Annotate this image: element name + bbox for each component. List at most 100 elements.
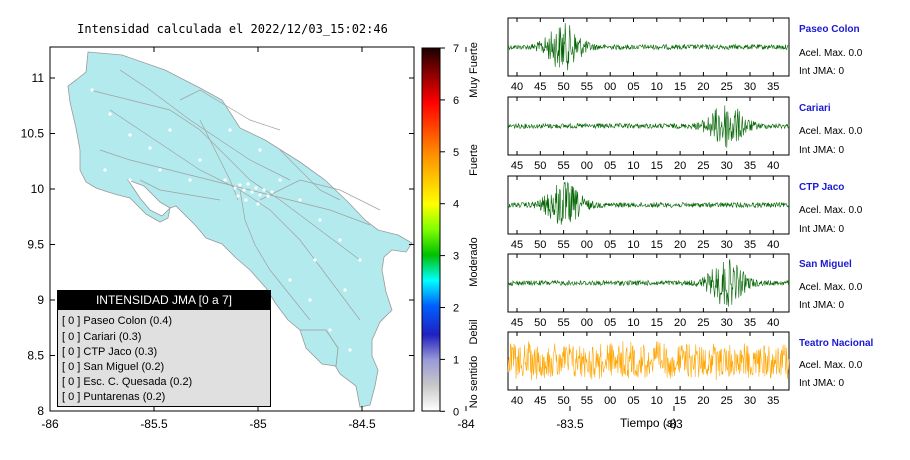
seismogram-tick-label: 55	[557, 239, 569, 251]
station-intensity: Int JMA: 0	[799, 66, 845, 77]
seismogram-tick-label: 15	[674, 395, 686, 407]
seismogram-tick-label: 45	[534, 395, 546, 407]
lat-tick-label: 11	[32, 71, 45, 85]
seismogram-tick-label: 20	[697, 81, 709, 93]
seismogram-tick-label: 05	[604, 239, 616, 251]
lat-tick-label: 8.5	[27, 349, 44, 363]
seismogram-tick-label: 45	[511, 239, 523, 251]
lon-tick-label: -84	[457, 417, 475, 431]
colorbar-category-label: Fuerte	[468, 144, 480, 176]
seismogram-tick-label: 50	[557, 395, 569, 407]
seismogram-tick-label: 10	[627, 317, 639, 329]
colorbar-tick-label: 2	[453, 303, 459, 315]
seismogram-tick-label: 50	[534, 317, 546, 329]
osa-peninsula	[299, 329, 339, 367]
seismogram-tick-label: 45	[511, 317, 523, 329]
seismogram-tick-label: 55	[557, 160, 569, 172]
seismogram-tick-label: 25	[697, 317, 709, 329]
colorbar-gradient	[421, 47, 441, 412]
seismogram-tick-label: 00	[604, 395, 616, 407]
seismogram-panel: 45 50 55 00 05 10 15 20 25 30 35 40	[507, 253, 790, 329]
lon-tick-label: -85	[249, 417, 267, 431]
seismogram-tick-label: 20	[674, 317, 686, 329]
seismogram-trace	[507, 105, 790, 148]
seismogram-tick-label: 30	[721, 239, 733, 251]
seismogram-tick-label: 15	[651, 239, 663, 251]
seismogram-tick-label: 00	[581, 239, 593, 251]
station-acceleration: Acel. Max. 0.0	[799, 205, 863, 216]
seismogram-tick-label: 40	[767, 160, 779, 172]
nicoya-gulf	[126, 179, 171, 217]
seismogram-panel: 40 45 50 55 00 05 10 15 20 25 30 35	[507, 331, 790, 407]
seismogram-tick-label: 50	[534, 239, 546, 251]
seismogram-panels: 40 45 50 55 00 05 10 15 20 25 30 35 45 50 55 00 05 10 15 20…	[507, 17, 790, 407]
station-intensity: Int JMA: 0	[799, 224, 845, 235]
x-axis-title: Tiempo (s)	[620, 416, 677, 430]
road-network	[89, 69, 381, 321]
seismogram-tick-label: 05	[627, 395, 639, 407]
colorbar-ticks: 7 6 5 4 3 2 1 0	[440, 43, 459, 418]
seismogram-trace	[507, 259, 790, 307]
lon-tick-label: -85.5	[140, 417, 168, 431]
station-name: CTP Jaco	[799, 182, 845, 193]
seismogram-tick-label: 35	[767, 81, 779, 93]
longitude-ticks: -86 -85.5 -85 -84.5 -84 -83.5 -83	[41, 47, 683, 431]
colorbar-labels: Muy Fuerte Fuerte Moderado Debil No sentido	[468, 42, 480, 408]
colorbar-category-label: Debil	[468, 319, 480, 344]
intensity-legend: INTENSIDAD JMA [0 a 7] [ 0 ] Paseo Colon…	[57, 290, 271, 407]
seismogram-tick-label: 20	[697, 395, 709, 407]
legend-row: [ 0 ] San Miguel (0.2)	[62, 361, 165, 373]
colorbar-tick-label: 4	[453, 199, 459, 211]
colorbar-tick-label: 1	[453, 354, 459, 366]
seismogram-tick-label: 00	[581, 160, 593, 172]
seismogram-tick-label: 55	[581, 395, 593, 407]
lon-tick-label: -84.5	[348, 417, 376, 431]
seismogram-tick-label: 45	[534, 81, 546, 93]
seismogram-trace	[507, 181, 790, 225]
seismogram-tick-label: 40	[767, 317, 779, 329]
colorbar-category-label: No sentido	[468, 356, 480, 409]
station-acceleration: Acel. Max. 0.0	[799, 48, 863, 59]
legend-header: INTENSIDAD JMA [0 a 7]	[58, 291, 270, 310]
seismogram-tick-label: 25	[721, 81, 733, 93]
seismogram-tick-label: 05	[604, 317, 616, 329]
seismogram-tick-label: 15	[674, 81, 686, 93]
station-markers	[90, 88, 374, 352]
seismogram-tick-label: 45	[511, 160, 523, 172]
seismogram-tick-label: 35	[744, 239, 756, 251]
seismogram-tick-label: 40	[511, 81, 523, 93]
seismogram-frame	[507, 96, 790, 156]
seismogram-tick-label: 30	[721, 317, 733, 329]
lat-tick-label: 10	[31, 182, 45, 196]
seismogram-tick-label: 25	[697, 160, 709, 172]
legend-row: [ 0 ] CTP Jaco (0.3)	[62, 346, 158, 358]
seismogram-tick-label: 00	[604, 81, 616, 93]
seismogram-tick-label: 30	[744, 395, 756, 407]
seismogram-tick-label: 05	[604, 160, 616, 172]
seismogram-tick-label: 00	[581, 317, 593, 329]
legend-row: [ 0 ] Cariari (0.3)	[62, 331, 142, 343]
colorbar-tick-label: 7	[453, 43, 459, 55]
legend-row: [ 0 ] Paseo Colon (0.4)	[62, 315, 173, 327]
colorbar-tick-label: 6	[453, 95, 459, 107]
seismogram-tick-label: 15	[651, 160, 663, 172]
seismogram-tick-label: 40	[767, 239, 779, 251]
seismogram-panel: 45 50 55 00 05 10 15 20 25 30 35 40	[507, 96, 790, 172]
seismogram-trace	[507, 23, 790, 71]
station-name: Paseo Colon	[799, 24, 860, 35]
lon-tick-label: -86	[41, 417, 59, 431]
seismogram-tick-label: 30	[744, 81, 756, 93]
map-title: Intensidad calculada el 2022/12/03_15:02…	[77, 22, 388, 36]
lon-tick-label: -83	[665, 417, 683, 431]
station-intensity: Int JMA: 0	[799, 378, 845, 389]
lat-tick-label: 9.5	[27, 238, 44, 252]
seismogram-tick-label: 20	[674, 239, 686, 251]
seismogram-tick-label: 25	[721, 395, 733, 407]
colorbar-category-label: Moderado	[468, 237, 480, 287]
legend-row: [ 0 ] Esc. C. Quesada (0.2)	[62, 376, 193, 388]
seismogram-tick-label: 55	[557, 317, 569, 329]
lon-tick-label: -83.5	[556, 417, 584, 431]
station-name: Teatro Nacional	[799, 338, 874, 349]
seismogram-tick-label: 35	[744, 160, 756, 172]
seismogram-tick-label: 10	[651, 395, 663, 407]
